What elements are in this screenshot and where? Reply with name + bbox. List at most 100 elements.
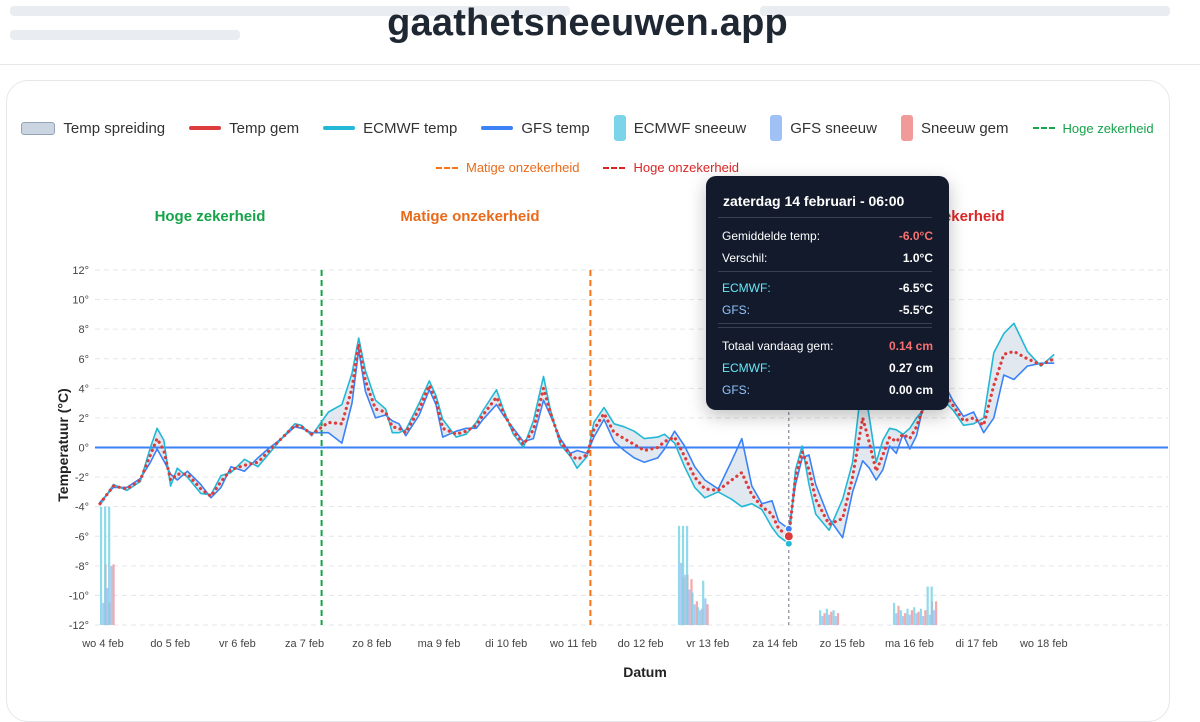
y-tick-label: 10° [72, 295, 89, 307]
snow-bar-gfs [901, 616, 905, 625]
snow-bar-gem [112, 564, 115, 625]
snow-bar-ecmwf [892, 602, 896, 625]
snow-bar-ecmwf [930, 586, 933, 625]
x-tick-label: wo 18 feb [1019, 638, 1068, 650]
snow-bar-gfs [684, 574, 687, 625]
y-tick-label: 8° [78, 324, 89, 336]
snow-bar-gfs [693, 604, 696, 625]
tooltip-title: zaterdag 14 februari - 06:00 [723, 193, 905, 209]
snow-bar-ecmwf [899, 610, 902, 625]
snow-bar-ecmwf [696, 607, 699, 625]
legend-bar-swatch [900, 115, 913, 141]
snow-bar-ecmwf [702, 580, 705, 625]
snow-bar-ecmwf [681, 525, 685, 625]
legend: Temp spreiding Temp gem ECMWF temp GFS t… [0, 115, 1175, 141]
snow-bar-ecmwf [685, 525, 689, 625]
legend-label: GFS sneeuw [790, 119, 877, 137]
snow-bar-gem [917, 611, 920, 625]
snow-bar-ecmwf [100, 506, 103, 625]
legend-item-sneeuw-gem[interactable]: Sneeuw gem [900, 115, 1009, 141]
legend-dash-swatch [436, 166, 458, 169]
temperature-chart[interactable]: 12° 10° 8° 6° 4° 2° 0° -2° -4° -6° -8° -10° -12° wo 4… [0, 0, 1200, 696]
blurred-text [10, 30, 240, 40]
x-tick-label: ma 9 feb [418, 638, 461, 650]
series-line-ecmwf [99, 322, 1055, 545]
tooltip-divider [718, 217, 932, 218]
tooltip-value: -6.0°C [898, 229, 933, 243]
x-tick-label: zo 15 feb [820, 638, 865, 650]
legend-box-swatch [21, 121, 56, 135]
tooltip-label: Totaal vandaag gem: [722, 339, 834, 353]
snow-bar-gfs [821, 616, 824, 625]
tooltip-divider [718, 271, 932, 272]
series-line-temp-gem [98, 342, 1056, 538]
tooltip-value: -5.5°C [898, 303, 933, 317]
snow-bar-gfs [704, 598, 707, 625]
tooltip-row-totaal: Totaal vandaag gem: 0.14 cm [722, 339, 933, 353]
x-tick-label: di 10 feb [485, 638, 527, 650]
snow-bar-gem [904, 613, 907, 625]
x-tick-label: wo 11 feb [549, 638, 597, 650]
y-tick-label: 0° [78, 443, 89, 455]
snow-bar-ecmwf [832, 610, 835, 625]
y-tick-label: -12° [69, 620, 89, 632]
snow-bar-gem [836, 613, 840, 625]
snow-bar-ecmwf [104, 506, 107, 625]
tooltip-label: GFS: [722, 383, 751, 397]
legend-label: Hoge onzekerheid [633, 160, 739, 175]
tooltip-label: GFS: [722, 303, 751, 317]
legend-item-temp-gem[interactable]: Temp gem [189, 120, 299, 137]
y-tick-label: 4° [78, 383, 89, 395]
legend-item-temp-spreiding[interactable]: Temp spreiding [21, 120, 165, 137]
snow-bar-gem [830, 611, 833, 625]
tooltip-divider [718, 323, 932, 324]
tooltip-value: 0.27 cm [888, 361, 933, 375]
snow-bar-gfs [915, 613, 918, 625]
legend-dash-swatch [1032, 127, 1055, 129]
tooltip-value: 0.00 cm [888, 383, 933, 397]
legend-label: Temp gem [229, 119, 300, 137]
snow-bar-gem [897, 605, 900, 625]
x-tick-label: wo 4 feb [81, 638, 124, 650]
y-tick-label: -6° [75, 531, 89, 543]
tooltip-value: 0.14 cm [888, 339, 933, 353]
snow-bar-ecmwf [691, 592, 694, 625]
legend-item-gfs-temp[interactable]: GFS temp [481, 120, 590, 137]
y-axis-label: Temperatuur (°C) [55, 388, 71, 501]
legend-item-hoge-zekerheid[interactable]: Hoge zekerheid [1032, 121, 1154, 136]
snow-bar-ecmwf [677, 525, 681, 625]
chart-tooltip: zaterdag 14 februari - 06:00 Gemiddelde … [706, 176, 949, 410]
snow-bar-gfs [922, 616, 925, 625]
snow-bar-gfs [928, 614, 931, 625]
snow-bar-gem [910, 610, 913, 625]
snow-bar-gfs [110, 565, 113, 625]
legend-item-matige-onzekerheid[interactable]: Matige onzekerheid [436, 160, 579, 175]
y-tick-label: -4° [75, 502, 89, 514]
y-tick-label: -2° [75, 472, 89, 484]
legend-item-gfs-sneeuw[interactable]: GFS sneeuw [770, 115, 877, 141]
snow-bar-ecmwf [825, 608, 828, 625]
snow-bar-ecmwf [919, 608, 923, 625]
snow-bar-gfs [698, 610, 702, 625]
snow-bar-ecmwf [108, 506, 111, 625]
legend-item-ecmwf-sneeuw[interactable]: ECMWF sneeuw [613, 115, 746, 141]
y-tick-label: 6° [78, 354, 89, 366]
tooltip-row-ecmwf-sneeuw: ECMWF: 0.27 cm [722, 361, 933, 375]
snow-bar-ecmwf [819, 610, 822, 625]
x-tick-label: vr 6 feb [219, 638, 256, 650]
snow-bar-gem [823, 613, 826, 625]
tooltip-label: Verschil: [722, 251, 768, 265]
tooltip-label: ECMWF: [722, 281, 771, 295]
x-axis-label: Datum [623, 664, 667, 680]
legend-row-2: Matige onzekerheid Hoge onzekerheid [0, 160, 1175, 175]
legend-item-ecmwf-temp[interactable]: ECMWF temp [323, 120, 457, 137]
tooltip-row-gfs-temp: GFS: -5.5°C [722, 303, 933, 317]
legend-line-swatch [323, 126, 356, 130]
x-tick-label: za 14 feb [752, 638, 797, 650]
snow-bar-gfs [102, 602, 105, 625]
x-tick-label: ma 16 feb [885, 638, 934, 650]
legend-item-hoge-onzekerheid[interactable]: Hoge onzekerheid [603, 160, 739, 175]
snow-bar-gfs [680, 562, 683, 625]
x-tick-label: za 7 feb [285, 638, 324, 650]
snow-bar-gfs [908, 614, 911, 625]
